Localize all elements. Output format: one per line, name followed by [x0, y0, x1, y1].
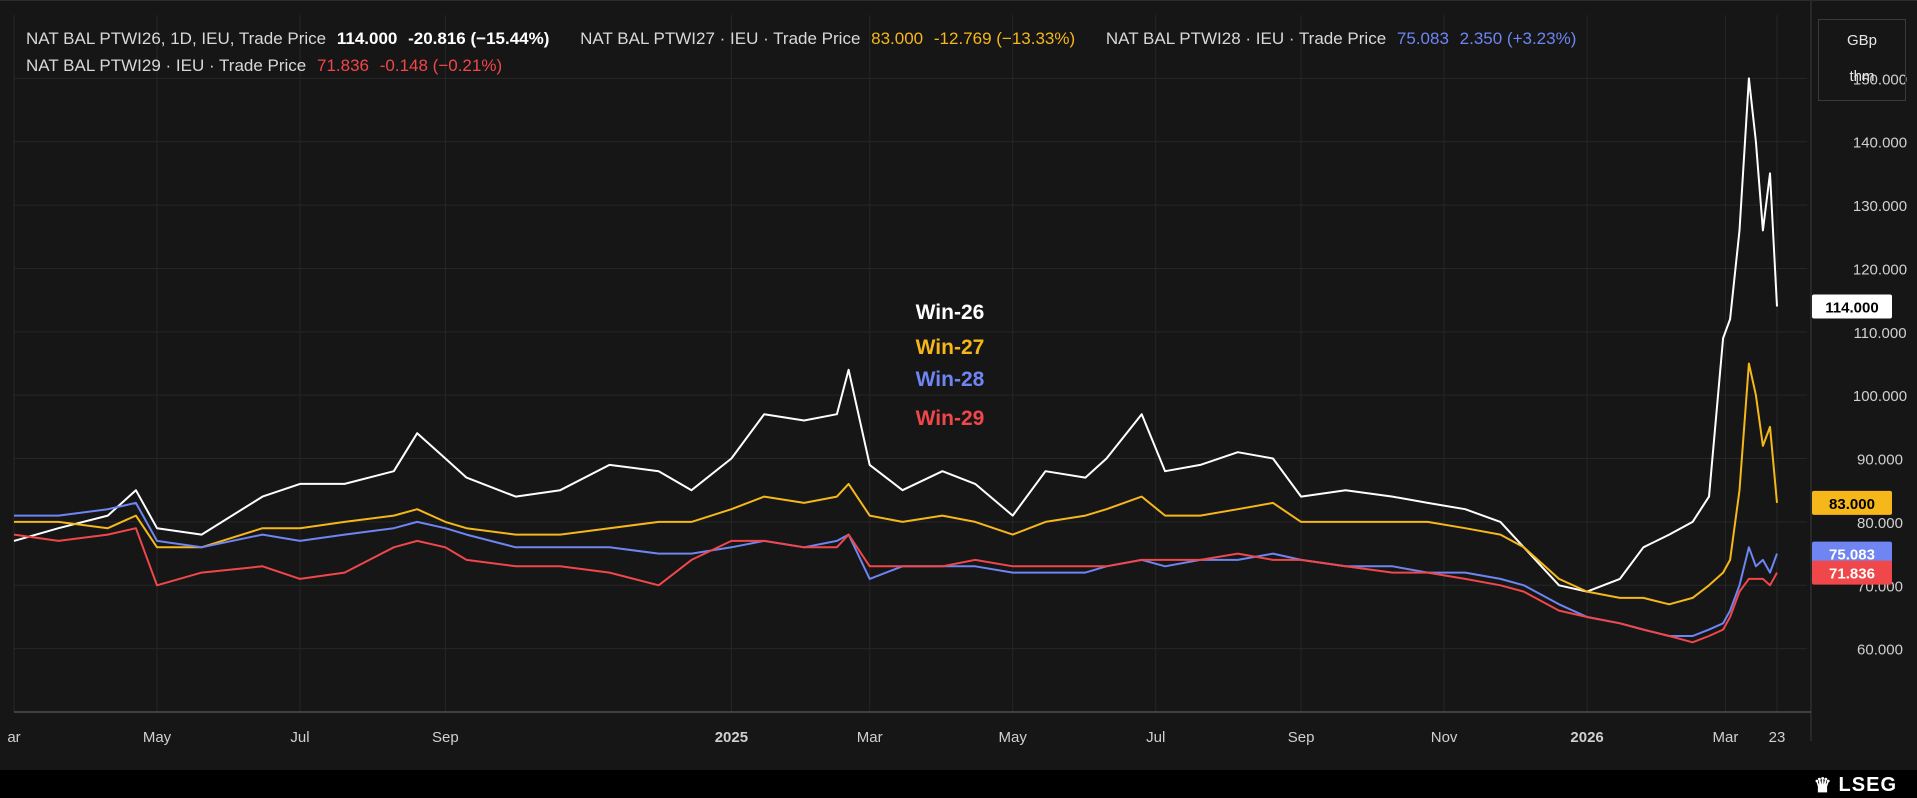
series-line-win-29: [13, 527, 1778, 644]
legend-last-value: 71.836: [317, 56, 369, 75]
price-unit-button[interactable]: GBp thm: [1818, 19, 1906, 101]
x-tick-label: 23: [1769, 729, 1786, 746]
legend-item[interactable]: NAT BAL PTWI26, 1D, IEU, Trade Price 114…: [26, 29, 554, 48]
legend-last-value: 83.000: [871, 29, 924, 48]
y-tick-label: 90.000: [1857, 452, 1903, 469]
last-price-tag-bg: [1812, 294, 1892, 319]
y-tick-label: 110.000: [1853, 325, 1906, 342]
x-tick-label: ar: [7, 729, 20, 746]
unit-currency: GBp: [1846, 32, 1877, 49]
lseg-wordmark: LSEG: [1838, 774, 1897, 796]
legend-change-value: -12.769 (−13.33%): [933, 29, 1076, 48]
legend-change-value: -0.148 (−0.21%): [379, 56, 503, 75]
legend-series-name: NAT BAL PTWI27 · IEU · Trade Price: [580, 29, 861, 48]
x-tick-label: Sep: [432, 729, 459, 746]
last-price-tag-text: 83.000: [1829, 496, 1875, 513]
x-tick-label: May: [999, 729, 1028, 746]
last-price-tag-bg: [1812, 560, 1892, 585]
last-price-tag-text: 75.083: [1829, 547, 1875, 564]
last-price-tag-bg: [1812, 541, 1892, 566]
y-tick-label: 120.000: [1853, 261, 1907, 278]
legend-line-1: NAT BAL PTWI26, 1D, IEU, Trade Price 114…: [26, 25, 1602, 52]
legend-series-name: NAT BAL PTWI28 · IEU · Trade Price: [1105, 29, 1387, 48]
x-tick-label: Jul: [1146, 729, 1165, 746]
last-price-tag: 114.000: [1812, 294, 1892, 319]
last-price-tag: 83.000: [1812, 490, 1892, 515]
y-tick-label: 130.000: [1853, 198, 1907, 215]
x-tick-label: Sep: [1288, 729, 1315, 746]
series-line-win-26: [13, 77, 1778, 593]
legend-change-value: -20.816 (−15.44%): [408, 29, 550, 48]
x-tick-label: May: [143, 729, 172, 746]
last-price-tag-text: 114.000: [1825, 299, 1878, 316]
last-price-tag: 75.083: [1812, 541, 1892, 566]
legend-series-name: NAT BAL PTWI29 · IEU · Trade Price: [26, 56, 307, 75]
last-price-tag-text: 71.836: [1829, 566, 1875, 583]
y-tick-label: 100.000: [1853, 388, 1907, 405]
y-tick-label: 140.000: [1853, 135, 1907, 152]
lseg-crest-icon: ♛: [1813, 775, 1833, 797]
legend-change-value: 2.350 (+3.23%): [1459, 29, 1577, 48]
x-tick-label: Jul: [290, 729, 309, 746]
chart-panel: 60.000 70.000 80.000 90.000 100.000 110.000 12…: [0, 0, 1917, 770]
y-tick-label: 150.000: [1853, 71, 1907, 88]
series-tag-win-26: Win-26: [916, 301, 985, 324]
grid-lines: [13, 15, 1807, 712]
last-price-tag-bg: [1812, 490, 1892, 515]
footer-bar: ♛ LSEG: [0, 770, 1917, 798]
legend-item[interactable]: NAT BAL PTWI27 · IEU · Trade Price 83.00…: [580, 29, 1080, 48]
legend-last-value: 114.000: [336, 29, 398, 48]
legend-item[interactable]: NAT BAL PTWI28 · IEU · Trade Price 75.08…: [1106, 29, 1576, 48]
legend-last-value: 75.083: [1396, 29, 1449, 48]
series-line-win-27: [14, 362, 1778, 606]
legend-series-name: NAT BAL PTWI26, 1D, IEU, Trade Price: [26, 29, 327, 48]
legend-line-2: NAT BAL PTWI29 · IEU · Trade Price 71.83…: [26, 52, 1602, 79]
series-tag-win-27: Win-27: [916, 336, 985, 359]
series-tag-win-29: Win-29: [916, 407, 985, 430]
x-tick-label: 2025: [715, 729, 748, 746]
legend-item[interactable]: NAT BAL PTWI29 · IEU · Trade Price 71.83…: [26, 56, 502, 75]
x-tick-label: Mar: [857, 729, 883, 746]
chart-legend: NAT BAL PTWI26, 1D, IEU, Trade Price 114…: [26, 25, 1602, 79]
x-tick-label: 2026: [1570, 729, 1603, 746]
lseg-logo: ♛ LSEG: [1814, 773, 1897, 798]
x-tick-label: Nov: [1431, 729, 1458, 746]
y-tick-label: 60.000: [1857, 642, 1903, 659]
last-price-tag: 71.836: [1812, 560, 1892, 585]
price-chart[interactable]: 60.00070.00080.00090.000100.000110.00012…: [0, 1, 1917, 771]
series-tag-win-28: Win-28: [916, 368, 985, 391]
series-line-win-28: [14, 501, 1778, 637]
x-tick-label: Mar: [1713, 729, 1739, 746]
y-tick-label: 80.000: [1857, 515, 1903, 532]
unit-measure: thm: [1849, 68, 1875, 85]
